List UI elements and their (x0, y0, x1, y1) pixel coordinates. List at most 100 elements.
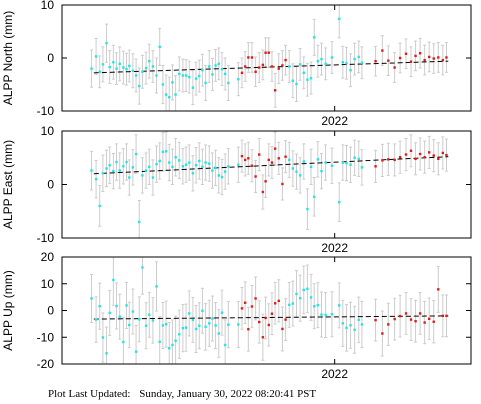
data-point (125, 67, 128, 71)
data-point (168, 161, 171, 164)
data-point (393, 66, 396, 69)
data-point (273, 302, 277, 305)
data-point (418, 52, 422, 55)
data-point (223, 72, 227, 76)
data-point (112, 169, 115, 173)
data-point (409, 318, 413, 321)
data-point (171, 165, 174, 169)
data-point (247, 328, 250, 331)
data-point (306, 287, 309, 291)
data-point (284, 318, 287, 321)
chart-panel-3: -20 -10 0 10 20 2022 ALPP Up (mm) (1, 250, 472, 381)
data-point (237, 323, 240, 326)
data-point (217, 174, 220, 177)
data-point (94, 55, 98, 58)
data-point (122, 340, 125, 344)
y-tick-label: 10 (41, 277, 55, 291)
data-point (168, 347, 171, 350)
data-point (101, 336, 105, 339)
data-point (261, 63, 265, 67)
data-point (191, 172, 195, 175)
data-point (298, 296, 302, 300)
data-point (353, 328, 356, 331)
plot-frame (61, 130, 472, 239)
data-point (105, 41, 108, 45)
data-point (247, 56, 250, 59)
data-point (338, 200, 341, 204)
data-point (324, 161, 327, 164)
data-point (220, 175, 224, 179)
data-point (418, 312, 422, 315)
data-point (281, 327, 284, 331)
data-point (423, 321, 426, 324)
data-point (357, 55, 360, 59)
data-point (128, 323, 131, 327)
data-point (353, 156, 356, 159)
data-point (161, 83, 165, 86)
data-point (267, 51, 270, 54)
data-point (148, 59, 151, 63)
data-point (349, 68, 352, 72)
data-point (191, 318, 195, 322)
data-point (211, 169, 214, 172)
data-point (98, 70, 101, 73)
data-point (306, 78, 309, 81)
data-point (288, 303, 291, 307)
data-point (295, 170, 298, 173)
y-tick-label: -10 (37, 330, 55, 344)
data-point (94, 177, 98, 181)
data-point (264, 180, 267, 183)
data-point (281, 182, 284, 186)
data-point (441, 314, 445, 318)
x-tick-label: 2022 (321, 241, 348, 255)
data-point (387, 59, 390, 62)
data-point (181, 326, 185, 330)
data-point (393, 158, 396, 162)
data-point (258, 66, 261, 69)
data-point (115, 304, 118, 308)
data-point (409, 149, 413, 152)
data-point (309, 296, 313, 299)
data-point (357, 318, 360, 322)
data-point (105, 167, 108, 170)
data-point (273, 147, 277, 150)
data-point (254, 297, 257, 300)
data-point (306, 207, 309, 211)
data-point (98, 204, 101, 208)
data-point (302, 160, 305, 163)
data-point (409, 60, 413, 63)
data-point (94, 318, 98, 321)
data-point (188, 75, 191, 79)
data-point (341, 322, 345, 325)
data-point (227, 165, 230, 168)
data-point (445, 56, 448, 59)
data-point (151, 319, 155, 322)
x-tick-label: 2022 (321, 367, 348, 381)
data-point (267, 323, 270, 327)
data-point (291, 79, 295, 82)
data-point (178, 72, 181, 76)
data-point (341, 61, 345, 64)
data-point (291, 302, 295, 305)
data-point (211, 317, 214, 320)
data-point (217, 62, 220, 66)
data-point (353, 57, 356, 61)
data-point (357, 157, 360, 161)
data-point (309, 165, 313, 169)
data-point (324, 313, 327, 317)
data-point (118, 62, 121, 66)
data-point (115, 67, 118, 70)
data-point (194, 327, 198, 331)
y-tick-label: 10 (41, 124, 55, 138)
data-point (151, 176, 155, 179)
data-point (298, 174, 302, 177)
data-point (174, 93, 177, 96)
data-point (164, 150, 168, 153)
data-point (240, 307, 244, 310)
data-point (178, 159, 181, 162)
data-point (284, 58, 287, 62)
data-point (414, 320, 417, 323)
data-point (138, 318, 141, 321)
data-point (204, 81, 207, 85)
y-axis-label: ALPP North (mm) (1, 11, 15, 105)
